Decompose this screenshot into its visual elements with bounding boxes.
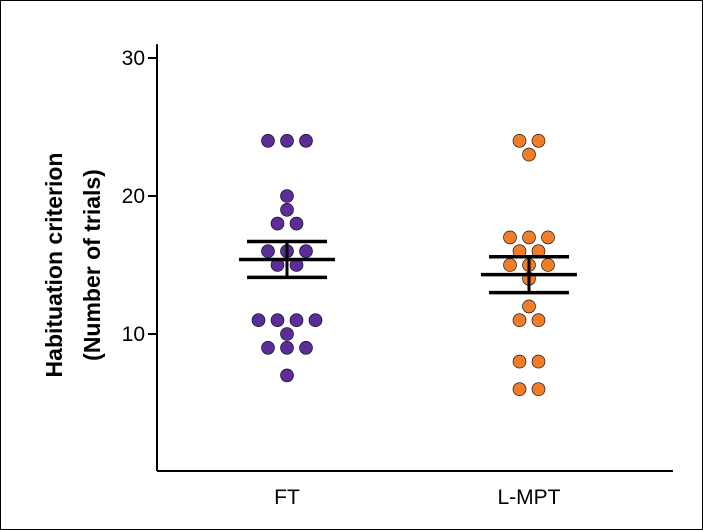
data-point	[280, 203, 294, 217]
data-points	[251, 134, 555, 397]
data-point	[280, 340, 294, 355]
y-tick-label: 30	[122, 47, 145, 70]
y-tick-label: 20	[122, 185, 145, 208]
data-point	[289, 216, 304, 231]
data-point	[299, 134, 313, 148]
axes: 10 20 30 FT L-MPT	[122, 44, 673, 509]
data-point	[289, 313, 304, 328]
data-point	[512, 134, 527, 148]
data-point	[299, 244, 313, 258]
data-point	[531, 313, 546, 328]
data-point	[541, 230, 555, 245]
y-tick-label: 10	[122, 323, 145, 346]
data-point	[261, 134, 275, 148]
data-point	[531, 382, 546, 397]
data-point	[522, 147, 536, 162]
error-bars	[239, 239, 577, 295]
data-point	[512, 382, 527, 397]
data-point	[531, 354, 546, 369]
data-point	[280, 189, 294, 203]
data-point	[541, 258, 555, 272]
data-point	[503, 258, 517, 272]
data-point	[261, 340, 275, 355]
data-point	[299, 340, 313, 355]
data-point	[522, 230, 536, 245]
y-axis-label-line2: (Number of trials)	[79, 169, 105, 361]
data-point	[512, 354, 527, 369]
data-point	[270, 313, 285, 328]
data-point	[512, 313, 527, 328]
data-point	[280, 134, 294, 148]
data-point	[531, 134, 546, 148]
data-point	[308, 313, 323, 328]
data-point	[251, 313, 266, 328]
data-point	[503, 230, 517, 245]
x-tick-label: FT	[274, 486, 300, 509]
data-point	[270, 216, 285, 231]
x-tick-label: L-MPT	[498, 486, 561, 509]
y-axis-label-line1: Habituation criterion	[41, 153, 67, 378]
data-point	[280, 368, 294, 383]
data-point	[280, 327, 294, 341]
data-point	[261, 244, 275, 258]
data-point	[522, 299, 536, 314]
